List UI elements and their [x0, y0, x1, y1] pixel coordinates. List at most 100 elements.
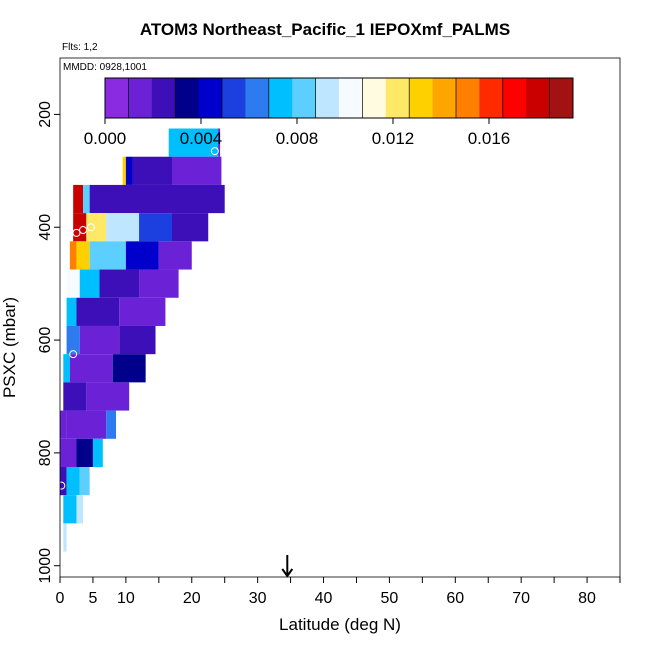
y-tick-label: 800 — [37, 439, 54, 466]
colorbar-frame — [104, 77, 574, 119]
x-axis: 0 5 10 20 30 40 50 60 70 80 — [56, 577, 621, 607]
colorbar-swatch — [268, 78, 293, 118]
heatmap-cell — [112, 354, 146, 383]
x-tick-label: 20 — [183, 590, 201, 607]
y-tick-label: 400 — [37, 214, 54, 241]
y-tick-label: 1000 — [37, 548, 54, 584]
heatmap-cell — [172, 213, 209, 242]
heatmap-cell — [76, 438, 93, 467]
heatmap-cell — [125, 156, 133, 185]
heatmap-cell — [60, 410, 67, 439]
heatmap-cell — [66, 466, 80, 496]
heatmap-cell — [73, 213, 87, 242]
heatmap-cell — [60, 438, 77, 467]
heatmap-cell — [66, 269, 80, 298]
colorbar-tick-label: 0.008 — [276, 129, 319, 148]
heatmap-cell — [79, 325, 120, 355]
x-tick-label: 0 — [56, 590, 65, 607]
heatmap-cell — [86, 382, 130, 411]
heatmap-cell — [86, 213, 107, 242]
flight-marker — [86, 223, 95, 232]
flight-marker — [72, 228, 81, 237]
heatmap-cell — [92, 438, 103, 467]
colorbar-swatch — [339, 78, 363, 118]
heatmap-cell — [89, 241, 126, 270]
heatmap-cell — [79, 466, 90, 496]
flight-marker — [69, 350, 78, 359]
heatmap-cell — [119, 297, 166, 326]
heatmap-cell — [106, 213, 140, 242]
heatmap-cell — [83, 184, 90, 214]
colorbar-swatch — [432, 78, 457, 118]
heatmap-cell — [63, 523, 67, 552]
colorbar-swatch — [175, 78, 200, 118]
colorbar-swatch — [151, 78, 176, 118]
colorbar-swatch — [456, 78, 480, 118]
arrow-head — [281, 568, 294, 578]
heatmap-cell — [66, 297, 77, 326]
chart-title: ATOM3 Northeast_Pacific_1 IEPOXmf_PALMS — [139, 20, 511, 39]
heatmap-cell — [73, 184, 84, 214]
flights-label: Flts: 1,2 — [62, 42, 98, 53]
heatmap-cell — [172, 156, 222, 185]
colorbar-tick-label: 0.004 — [180, 129, 223, 148]
x-tick-label: 50 — [381, 590, 399, 607]
colorbar-swatch — [292, 78, 317, 118]
heatmap-cell — [125, 241, 159, 270]
flight-marker — [210, 147, 219, 156]
y-axis: 200 400 600 800 1000 — [37, 101, 60, 584]
x-tick-label: 80 — [578, 590, 596, 607]
flight-marker — [57, 481, 66, 490]
marker-layer — [57, 147, 219, 490]
x-tick-label: 70 — [512, 590, 530, 607]
colorbar-tick-label: 0.000 — [84, 129, 127, 148]
colorbar-swatch — [245, 78, 270, 118]
colorbar-swatch — [502, 78, 527, 118]
x-tick-label: 5 — [88, 590, 97, 607]
heatmap-cell — [63, 382, 87, 411]
heatmap-cell — [139, 213, 172, 242]
y-tick-label: 600 — [37, 327, 54, 354]
heatmap-cell — [69, 354, 113, 383]
flight-marker — [79, 226, 88, 235]
heatmap-cell — [139, 269, 179, 298]
y-tick-label: 200 — [37, 101, 54, 128]
heatmap-cell — [76, 241, 90, 270]
x-tick-label: 10 — [117, 590, 135, 607]
colorbar-swatch — [105, 78, 129, 118]
colorbar-swatch — [479, 78, 504, 118]
heatmap-cell — [66, 325, 80, 355]
heatmap-layer — [60, 128, 225, 552]
heatmap-cell — [76, 495, 84, 524]
colorbar-swatch — [362, 78, 387, 118]
heatmap-cell — [66, 410, 107, 439]
heatmap-cell — [79, 269, 100, 298]
x-tick-label: 40 — [315, 590, 333, 607]
colorbar-swatch — [222, 78, 246, 118]
heatmap-cell — [132, 156, 172, 185]
heatmap-cell — [158, 241, 192, 270]
colorbar-swatch — [315, 78, 340, 118]
heatmap-cell — [122, 156, 126, 185]
colorbar-swatch — [526, 78, 551, 118]
heatmap-cell — [218, 128, 221, 157]
colorbar-swatch — [549, 78, 574, 118]
colorbar-tick-label: 0.012 — [372, 129, 415, 148]
dates-label: MMDD: 0928,1001 — [63, 62, 147, 73]
x-axis-title: Latitude (deg N) — [279, 615, 401, 634]
heatmap-cell — [63, 354, 70, 383]
heatmap-cell — [60, 466, 67, 496]
heatmap-cell — [76, 297, 120, 326]
heatmap-cell — [89, 184, 225, 214]
x-tick-label: 30 — [249, 590, 267, 607]
plot-frame — [59, 57, 621, 578]
heatmap-cell — [119, 325, 156, 355]
heatmap-cell — [99, 269, 140, 298]
colorbar: 0.000 0.004 0.008 0.012 0.016 — [84, 77, 574, 148]
heatmap-cell — [63, 495, 77, 524]
colorbar-tick-label: 0.016 — [468, 129, 511, 148]
heatmap-cell — [168, 128, 219, 157]
y-axis-title: PSXC (mbar) — [0, 297, 19, 398]
x-tick-label: 60 — [446, 590, 464, 607]
